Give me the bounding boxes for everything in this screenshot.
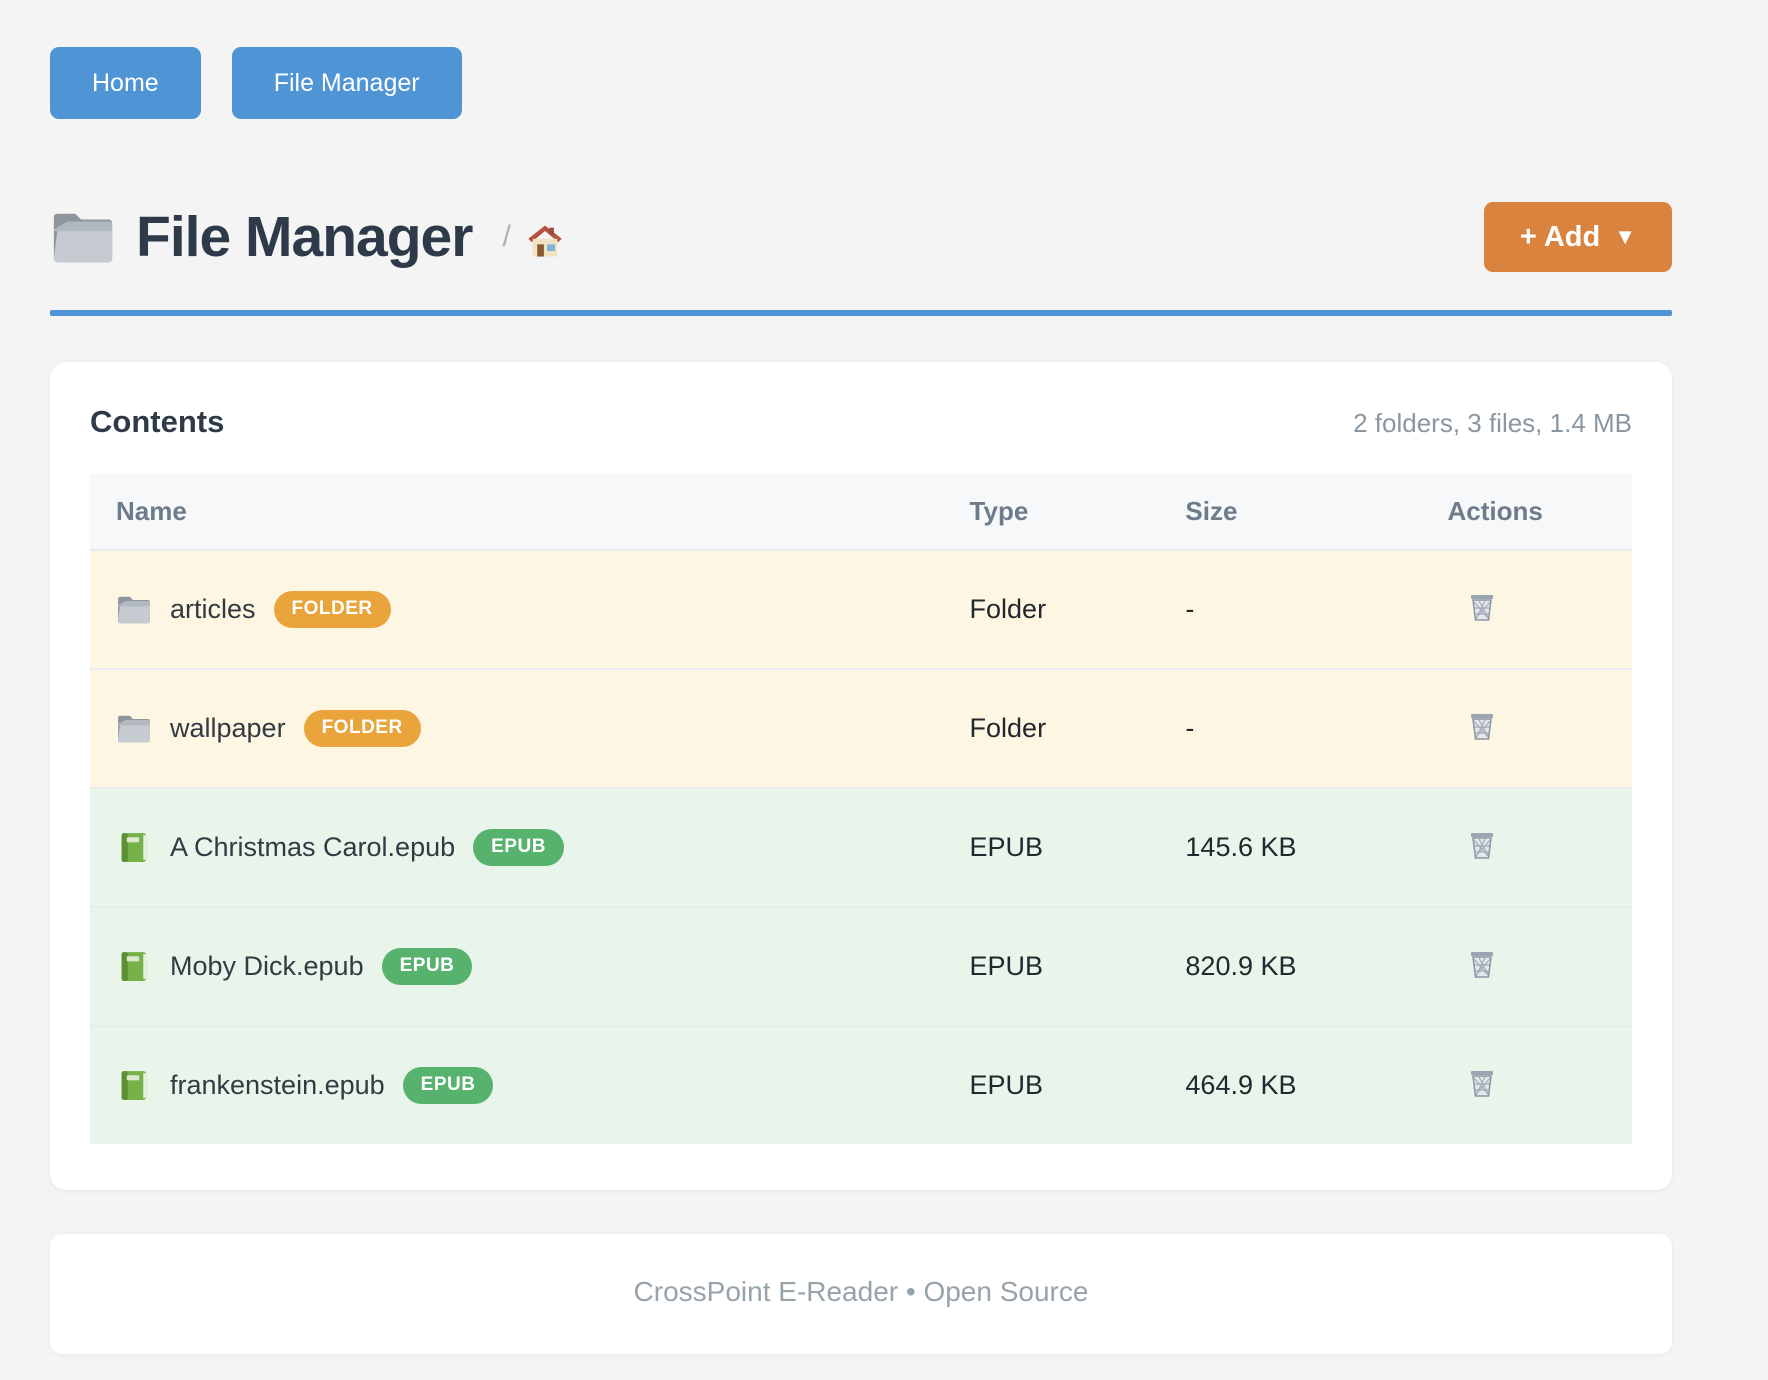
type-badge: FOLDER [273,591,391,628]
delete-button[interactable] [1466,827,1498,861]
delete-button[interactable] [1466,1065,1498,1099]
folder-icon [50,207,116,267]
type-cell: EPUB [969,951,1044,981]
type-badge: FOLDER [303,710,421,747]
book-icon [116,831,152,864]
contents-heading: Contents [90,404,225,439]
caret-down-icon: ▼ [1614,224,1636,249]
column-header-size: Size [1185,496,1238,526]
size-cell: 464.9 KB [1185,1070,1297,1100]
page: Home File Manager File Manager / [50,0,1672,1354]
type-cell: EPUB [969,832,1044,862]
table-row: articles FOLDER Folder - [90,550,1632,669]
top-nav: Home File Manager [50,47,1672,119]
delete-button[interactable] [1466,589,1498,623]
size-cell: - [1185,713,1195,743]
folder-icon [116,593,152,626]
size-cell: 145.6 KB [1185,832,1297,862]
breadcrumb: / [502,214,564,260]
footer: CrossPoint E-Reader • Open Source [50,1234,1672,1354]
file-name[interactable]: frankenstein.epub [170,1070,385,1100]
breadcrumb-separator: / [502,220,511,253]
type-badge: EPUB [381,948,473,985]
delete-button[interactable] [1466,708,1498,742]
file-name[interactable]: A Christmas Carol.epub [170,832,456,862]
book-icon [116,950,152,983]
footer-text: CrossPoint E-Reader • Open Source [633,1276,1089,1307]
file-name[interactable]: Moby Dick.epub [170,951,364,981]
table-row: A Christmas Carol.epub EPUB EPUB 145.6 KB [90,788,1632,907]
trash-icon [1466,708,1498,742]
file-name[interactable]: articles [170,594,256,624]
contents-card: Contents 2 folders, 3 files, 1.4 MB Name… [50,362,1672,1190]
file-name[interactable]: wallpaper [170,713,286,743]
page-header: File Manager / + Add ▼ [50,202,1672,272]
delete-button[interactable] [1466,946,1498,980]
table-row: wallpaper FOLDER Folder - [90,669,1632,788]
type-badge: EPUB [402,1067,494,1104]
type-cell: Folder [969,594,1047,624]
table-row: Moby Dick.epub EPUB EPUB 820.9 KB [90,907,1632,1026]
home-icon[interactable] [525,214,565,260]
title-wrap: File Manager [50,204,473,270]
trash-icon [1466,827,1498,861]
file-table: Name Type Size Actions articles FOLDER Fol… [90,474,1632,1144]
size-cell: - [1185,594,1195,624]
page-title: File Manager [136,205,473,269]
type-cell: EPUB [969,1070,1044,1100]
folder-icon [116,712,152,745]
add-button-label: + Add [1519,220,1601,253]
trash-icon [1466,1065,1498,1099]
type-badge: EPUB [473,829,564,866]
trash-icon [1466,946,1498,980]
table-row: frankenstein.epub EPUB EPUB 464.9 KB [90,1026,1632,1144]
size-cell: 820.9 KB [1185,951,1297,981]
book-icon [116,1069,152,1102]
trash-icon [1466,589,1498,623]
column-header-name: Name [116,496,187,526]
nav-button-file-manager[interactable]: File Manager [231,47,462,119]
file-table-header: Name Type Size Actions [90,474,1632,550]
nav-button-home[interactable]: Home [50,47,201,119]
add-button[interactable]: + Add ▼ [1483,202,1672,272]
column-header-type: Type [969,496,1029,526]
contents-summary: 2 folders, 3 files, 1.4 MB [1353,408,1632,438]
header-divider [50,310,1672,316]
column-header-actions: Actions [1447,496,1543,526]
contents-card-head: Contents 2 folders, 3 files, 1.4 MB [90,404,1632,440]
type-cell: Folder [969,713,1047,743]
file-table-body: articles FOLDER Folder - wallpaper FOLDER Fold… [90,550,1632,1144]
